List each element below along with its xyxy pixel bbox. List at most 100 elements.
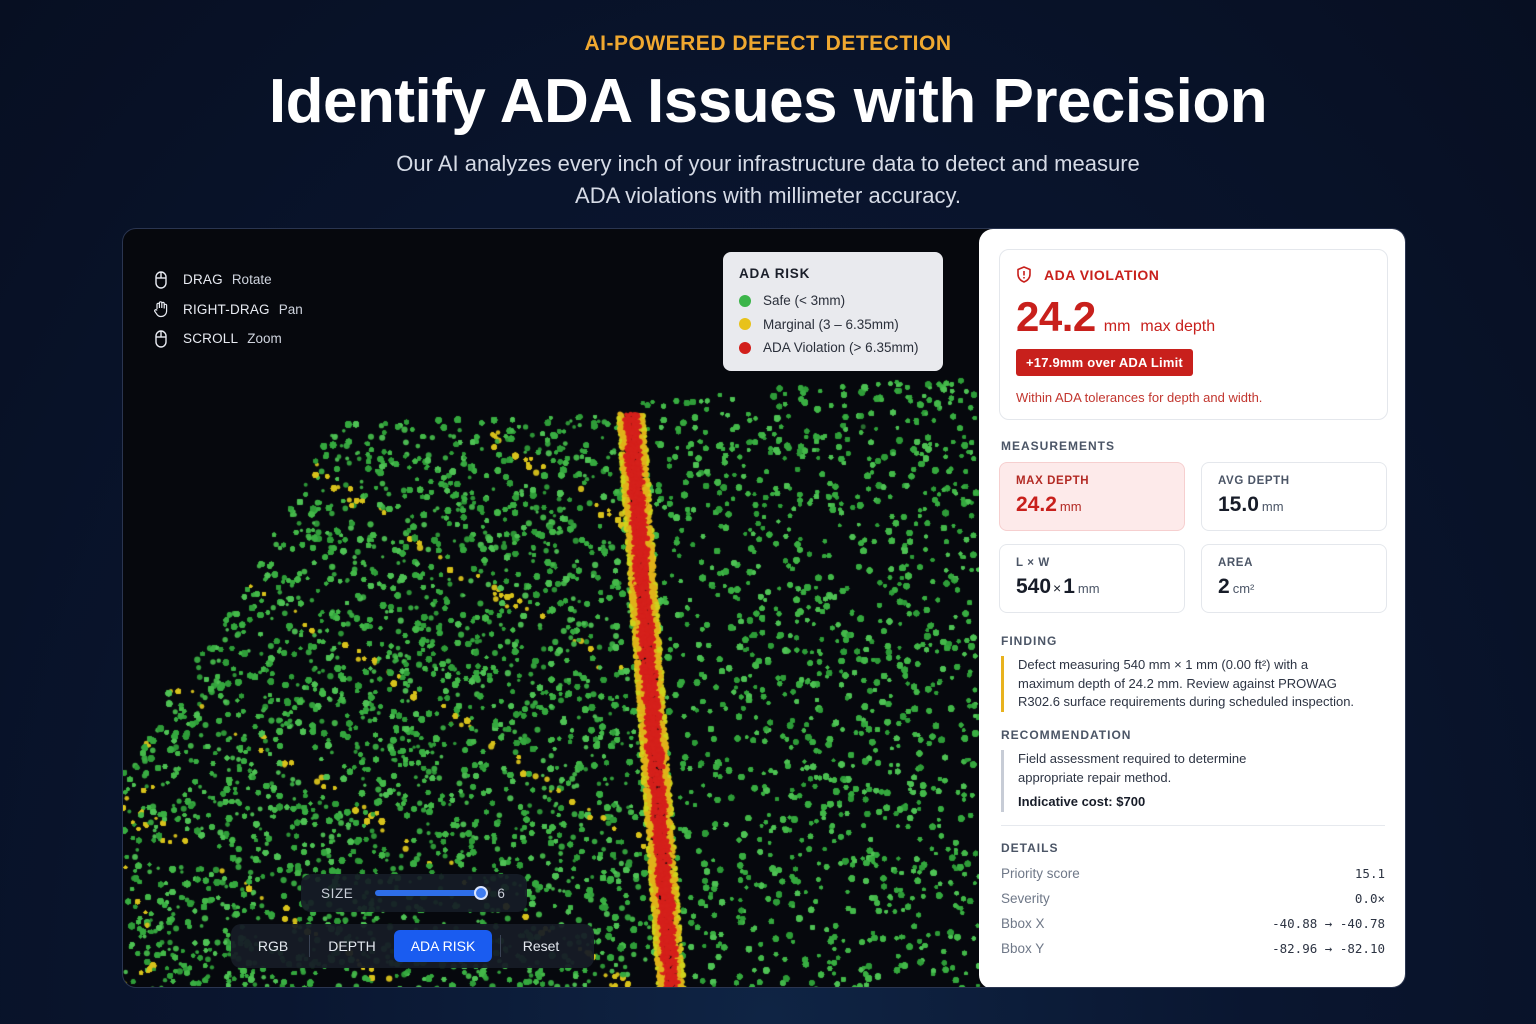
finding-line: Defect measuring 540 mm × 1 mm (0.00 ft²…: [1018, 657, 1309, 672]
metric-label: MAX DEPTH: [1016, 475, 1090, 487]
finding-line: maximum depth of 24.2 mm. Review against…: [1018, 675, 1337, 691]
hint-scroll: SCROLL Zoom: [153, 324, 303, 354]
legend-swatch: [739, 294, 751, 307]
divider: [309, 935, 310, 957]
hand-icon: [154, 301, 168, 318]
metric-label: L × W: [1016, 557, 1050, 569]
max-depth-label: max depth: [1140, 318, 1216, 335]
mode-rgb-button[interactable]: RGB: [257, 938, 289, 954]
finding-heading: FINDING: [1001, 634, 1058, 648]
metric-unit: cm²: [1232, 581, 1255, 596]
metric-length: 540: [1016, 575, 1052, 598]
metric-number: 2: [1218, 575, 1230, 598]
legend-item-safe: Safe (< 3mm): [739, 289, 927, 313]
over-limit-badge: +17.9mm over ADA Limit: [1016, 349, 1193, 376]
details-heading: DETAILS: [1001, 841, 1059, 855]
detail-row-severity: Severity 0.0×: [1001, 891, 1385, 906]
recommendation-heading: RECOMMENDATION: [1001, 728, 1132, 742]
page-title: Identify ADA Issues with Precision: [268, 67, 1268, 136]
detail-value: -40.88 → -40.78: [1272, 916, 1385, 931]
point-size-control: SIZE 6: [301, 874, 527, 912]
hint-key: RIGHT-DRAG: [183, 301, 270, 317]
recommendation-text: Field assessment required to determine a…: [1001, 750, 1385, 812]
metric-value: 2 cm²: [1218, 575, 1370, 599]
divider: [500, 935, 501, 957]
detail-value: 15.1: [1354, 866, 1385, 881]
metric-max-depth: MAX DEPTH 24.2 mm: [999, 462, 1185, 531]
metric-label: AREA: [1218, 557, 1253, 569]
metric-length-width: L × W 540 ×1 mm: [999, 544, 1185, 613]
reset-button[interactable]: Reset: [522, 938, 560, 954]
detail-row-priority: Priority score 15.1: [1001, 866, 1385, 881]
detail-row-bbox-y: Bbox Y -82.96 → -82.10: [1001, 941, 1385, 956]
mouse-icon: [155, 330, 167, 348]
hint-key: SCROLL: [183, 331, 239, 347]
hint-action: Pan: [278, 301, 303, 317]
hint-action: Rotate: [231, 272, 272, 288]
violation-header: ADA VIOLATION: [1016, 266, 1371, 283]
mode-depth-button[interactable]: DEPTH: [328, 938, 376, 954]
legend-label: Marginal (3 – 6.35mm): [763, 316, 899, 332]
shield-alert-icon: [1017, 266, 1031, 283]
hint-right-drag: RIGHT-DRAG Pan: [153, 295, 303, 325]
detail-value: 0.0×: [1354, 891, 1385, 906]
max-depth-value: 24.2: [1016, 293, 1096, 340]
size-slider-handle[interactable]: [474, 886, 489, 900]
metric-unit: mm: [1077, 581, 1100, 596]
recommendation-line: appropriate repair method.: [1018, 769, 1172, 785]
violation-note: Within ADA tolerances for depth and widt…: [1016, 390, 1263, 405]
size-value: 6: [497, 885, 505, 901]
legend-item-violation: ADA Violation (> 6.35mm): [739, 336, 927, 360]
metric-value: 540 ×1 mm: [1016, 575, 1168, 599]
point-cloud-viewer[interactable]: DRAG Rotate RIGHT-DRAG Pan SCROLL Zoom A…: [122, 228, 1406, 988]
metric-value: 24.2 mm: [1016, 493, 1168, 517]
legend-swatch: [739, 318, 751, 331]
metric-number: 15.0: [1218, 493, 1259, 516]
metric-width: 1: [1063, 575, 1075, 598]
detail-value: -82.96 → -82.10: [1272, 941, 1385, 956]
metric-avg-depth: AVG DEPTH 15.0 mm: [1201, 462, 1387, 531]
subtitle-line-2: ADA violations with millimeter accuracy.: [575, 183, 961, 208]
metric-unit: mm: [1059, 499, 1082, 514]
controls-hint: DRAG Rotate RIGHT-DRAG Pan SCROLL Zoom: [153, 265, 303, 354]
eyebrow: AI-POWERED DEFECT DETECTION: [584, 32, 952, 55]
metric-area: AREA 2 cm²: [1201, 544, 1387, 613]
detail-key: Bbox Y: [1001, 941, 1045, 956]
legend-title: ADA RISK: [739, 266, 811, 281]
indicative-cost: Indicative cost: $700: [1018, 794, 1146, 809]
subtitle: Our AI analyzes every inch of your infra…: [318, 148, 1218, 212]
measurements-heading: MEASUREMENTS: [1001, 439, 1116, 453]
legend-label: ADA Violation (> 6.35mm): [763, 340, 919, 356]
size-slider[interactable]: [375, 886, 489, 900]
metric-separator: ×: [1053, 580, 1062, 596]
defect-details-panel: ADA VIOLATION 24.2 mm max depth +17.9mm …: [979, 229, 1405, 987]
detail-row-bbox-x: Bbox X -40.88 → -40.78: [1001, 916, 1385, 931]
subtitle-line-1: Our AI analyzes every inch of your infra…: [396, 151, 1140, 176]
violation-card: ADA VIOLATION 24.2 mm max depth +17.9mm …: [999, 249, 1388, 420]
violation-title: ADA VIOLATION: [1044, 266, 1160, 283]
hint-drag: DRAG Rotate: [153, 265, 303, 295]
detail-key: Severity: [1001, 891, 1050, 906]
max-depth-unit: mm: [1103, 318, 1131, 335]
size-label: SIZE: [321, 885, 354, 901]
finding-line: R302.6 surface requirements during sched…: [1018, 694, 1355, 709]
metric-label: AVG DEPTH: [1218, 475, 1290, 487]
divider: [1001, 825, 1385, 826]
legend-label: Safe (< 3mm): [763, 293, 846, 309]
metric-value: 15.0 mm: [1218, 493, 1370, 517]
legend-item-marginal: Marginal (3 – 6.35mm): [739, 313, 927, 337]
metric-number: 24.2: [1016, 493, 1057, 516]
max-depth-readout: 24.2 mm max depth: [1016, 293, 1371, 341]
mouse-icon: [155, 271, 167, 289]
finding-text: Defect measuring 540 mm × 1 mm (0.00 ft²…: [1001, 656, 1385, 712]
mode-ada-risk-button[interactable]: ADA RISK: [394, 930, 492, 962]
legend-swatch: [739, 341, 751, 354]
view-mode-toolbar: RGB DEPTH ADA RISK Reset: [231, 924, 594, 968]
hint-action: Zoom: [247, 331, 282, 347]
ada-risk-legend: ADA RISK Safe (< 3mm) Marginal (3 – 6.35…: [723, 252, 943, 371]
detail-key: Bbox X: [1001, 916, 1045, 931]
metric-unit: mm: [1261, 499, 1284, 514]
hint-key: DRAG: [183, 272, 223, 288]
detail-key: Priority score: [1001, 866, 1080, 881]
recommendation-line: Field assessment required to determine: [1018, 751, 1247, 766]
